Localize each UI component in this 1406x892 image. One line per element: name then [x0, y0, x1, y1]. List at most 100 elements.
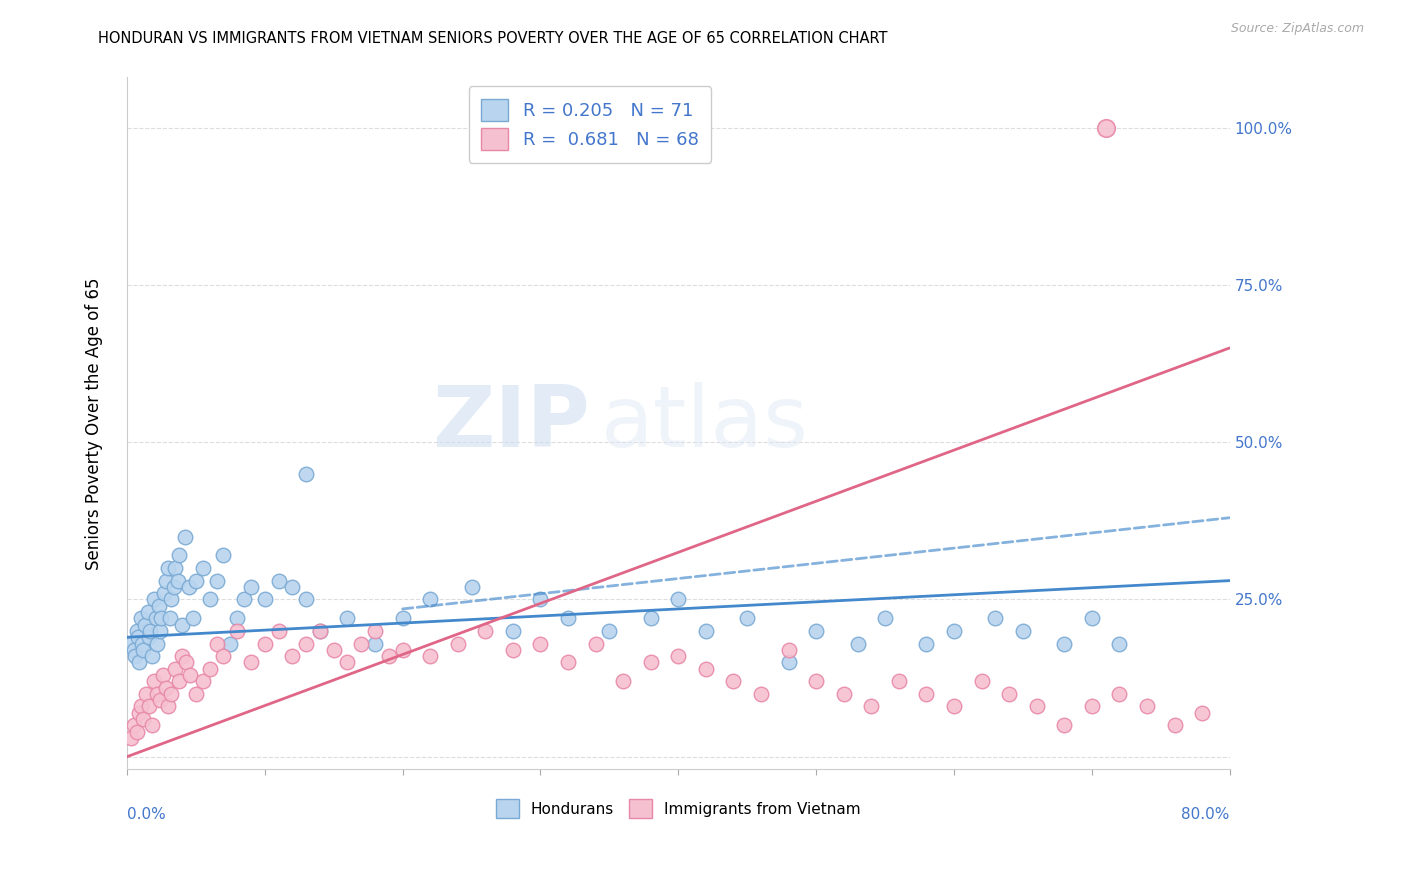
- Point: [778, 656, 800, 670]
- Point: [557, 656, 579, 670]
- Point: [391, 642, 413, 657]
- Point: [136, 605, 159, 619]
- Point: [998, 687, 1021, 701]
- Point: [1012, 624, 1035, 638]
- Point: [160, 687, 183, 701]
- Point: [322, 642, 344, 657]
- Text: ZIP: ZIP: [432, 382, 591, 465]
- Point: [502, 642, 524, 657]
- Point: [153, 586, 176, 600]
- Point: [309, 624, 332, 638]
- Point: [181, 611, 204, 625]
- Point: [132, 712, 155, 726]
- Point: [219, 636, 242, 650]
- Point: [943, 624, 966, 638]
- Point: [666, 592, 689, 607]
- Point: [419, 649, 441, 664]
- Point: [165, 662, 187, 676]
- Point: [666, 649, 689, 664]
- Point: [875, 611, 897, 625]
- Point: [460, 580, 482, 594]
- Point: [695, 624, 717, 638]
- Point: [146, 636, 169, 650]
- Point: [1191, 706, 1213, 720]
- Point: [141, 649, 163, 664]
- Point: [128, 656, 150, 670]
- Point: [391, 611, 413, 625]
- Point: [695, 662, 717, 676]
- Point: [723, 674, 745, 689]
- Point: [281, 649, 304, 664]
- Point: [529, 636, 551, 650]
- Text: Source: ZipAtlas.com: Source: ZipAtlas.com: [1230, 22, 1364, 36]
- Point: [378, 649, 401, 664]
- Point: [139, 624, 162, 638]
- Point: [240, 580, 263, 594]
- Point: [167, 574, 190, 588]
- Point: [529, 592, 551, 607]
- Point: [984, 611, 1007, 625]
- Point: [155, 574, 177, 588]
- Point: [169, 549, 191, 563]
- Point: [191, 674, 214, 689]
- Text: HONDURAN VS IMMIGRANTS FROM VIETNAM SENIORS POVERTY OVER THE AGE OF 65 CORRELATI: HONDURAN VS IMMIGRANTS FROM VIETNAM SENI…: [98, 31, 889, 46]
- Point: [915, 687, 938, 701]
- Point: [122, 718, 145, 732]
- Point: [846, 636, 869, 650]
- Point: [295, 592, 318, 607]
- Point: [350, 636, 373, 650]
- Point: [226, 611, 249, 625]
- Point: [295, 636, 318, 650]
- Point: [1163, 718, 1185, 732]
- Point: [640, 656, 662, 670]
- Point: [150, 611, 173, 625]
- Point: [1025, 699, 1047, 714]
- Point: [143, 592, 166, 607]
- Point: [129, 699, 152, 714]
- Point: [141, 718, 163, 732]
- Point: [253, 636, 276, 650]
- Point: [205, 574, 228, 588]
- Point: [1094, 120, 1116, 135]
- Point: [557, 611, 579, 625]
- Point: [295, 467, 318, 481]
- Point: [135, 687, 157, 701]
- Point: [233, 592, 256, 607]
- Point: [120, 731, 142, 745]
- Point: [640, 611, 662, 625]
- Point: [159, 611, 181, 625]
- Point: [173, 530, 195, 544]
- Point: [598, 624, 620, 638]
- Point: [184, 687, 207, 701]
- Point: [120, 636, 142, 650]
- Point: [145, 611, 167, 625]
- Point: [143, 674, 166, 689]
- Text: 0.0%: 0.0%: [127, 807, 166, 822]
- Point: [169, 674, 191, 689]
- Point: [184, 574, 207, 588]
- Point: [148, 599, 170, 613]
- Point: [1053, 636, 1076, 650]
- Point: [157, 561, 180, 575]
- Point: [240, 656, 263, 670]
- Point: [122, 642, 145, 657]
- Point: [502, 624, 524, 638]
- Point: [943, 699, 966, 714]
- Point: [160, 592, 183, 607]
- Point: [281, 580, 304, 594]
- Point: [253, 592, 276, 607]
- Legend: Hondurans, Immigrants from Vietnam: Hondurans, Immigrants from Vietnam: [489, 793, 868, 824]
- Point: [1081, 699, 1104, 714]
- Point: [170, 617, 193, 632]
- Point: [205, 636, 228, 650]
- Point: [138, 699, 160, 714]
- Point: [749, 687, 772, 701]
- Point: [127, 630, 149, 644]
- Y-axis label: Seniors Poverty Over the Age of 65: Seniors Poverty Over the Age of 65: [86, 277, 103, 570]
- Point: [174, 656, 197, 670]
- Point: [804, 624, 827, 638]
- Point: [364, 624, 387, 638]
- Point: [198, 592, 221, 607]
- Point: [125, 624, 148, 638]
- Point: [157, 699, 180, 714]
